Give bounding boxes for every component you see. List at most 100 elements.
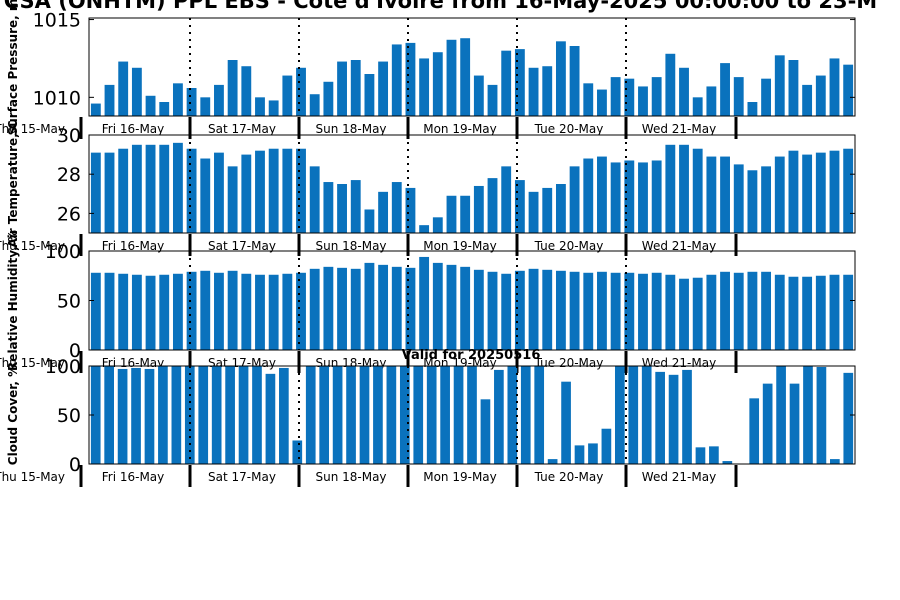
bar [131,367,141,464]
bar [227,60,238,116]
bar [555,184,566,233]
bar [104,84,115,116]
bar [282,75,293,116]
bar [692,277,703,350]
bar [774,156,785,233]
bar [843,274,854,350]
bar [720,63,730,116]
bar [733,272,744,350]
bar [829,150,840,233]
bar [534,366,545,464]
bar [186,271,197,350]
x-day-label: Mon 19-May [423,470,497,484]
x-day-label: Wed 21-May [642,239,716,253]
bar [186,88,197,116]
y-tick-label: 50 [57,291,81,313]
bar [104,366,114,464]
bar [733,164,744,233]
bar [473,185,484,233]
bar [588,443,598,464]
x-day-label: Wed 21-May [642,356,716,370]
bar [252,366,262,464]
y-tick-label: 30 [57,125,81,147]
bar [665,144,676,233]
y-axis-label: Cloud Cover, % [6,365,20,465]
bar [446,264,457,350]
x-day-label: Tue 20-May [534,239,604,253]
bar [501,273,512,350]
bar [117,368,128,464]
bar [802,276,813,350]
bar [419,225,430,233]
bar [323,81,334,116]
bar [118,273,129,350]
bar [238,366,249,464]
bar [528,268,539,350]
x-day-label: Sun 18-May [315,122,386,136]
bar [829,274,840,350]
bar [413,366,424,464]
chart-panel-1: 1010 1015 Thu 15-May Fri 16-May Sat 17-May Su… [0,0,856,139]
bar [843,64,854,116]
bar [265,373,276,464]
bar [467,366,477,464]
bar [574,445,585,464]
bar [241,66,252,116]
bar [514,270,525,350]
bar [843,372,854,464]
bar [446,39,457,116]
y-tick-label: 100 [45,241,81,263]
bar [597,89,607,116]
bar [364,262,375,350]
bar [255,274,265,350]
bar [501,166,512,233]
bar [597,156,607,233]
x-day-label: Sun 18-May [315,239,386,253]
bar [296,272,306,350]
bar [774,274,785,350]
bar [104,272,115,350]
bar [561,381,571,464]
bar [494,369,504,464]
y-axis-label: Air Temperature, C [6,120,20,248]
bar [405,42,416,116]
bar [480,399,491,464]
bar [555,41,566,116]
bar [501,50,512,116]
bar [610,77,621,116]
bar [706,156,717,233]
bar [227,166,238,233]
bar [487,84,498,116]
bar [761,271,772,350]
x-day-label: Sun 18-May [315,470,386,484]
bar [583,83,594,116]
bar [90,366,101,464]
bar [323,182,334,233]
x-day-label: Tue 20-May [534,122,604,136]
x-day-label: Mon 19-May [423,239,497,253]
bar [241,154,252,233]
bar [391,182,402,233]
bar [90,272,101,350]
figure-title: o CSA (ONHTM) PPL EBS - Cote d'Ivoire fr… [0,0,877,13]
bar [569,46,580,116]
bar [747,102,758,116]
x-start-label: Thu 15-May [0,470,65,484]
y-tick-label: 1010 [33,87,81,109]
bar [507,366,518,464]
bar [668,374,679,464]
bar [145,95,156,116]
bar [159,102,170,116]
bar [131,274,142,350]
bar [788,60,799,116]
y-tick-label: 28 [57,164,81,186]
bar [200,270,211,350]
bar [282,273,293,350]
bar [776,366,786,464]
bar [706,274,717,350]
y-tick-label: 50 [57,405,81,427]
axes-frame [88,134,856,234]
bar [722,461,733,464]
bar [172,83,183,116]
